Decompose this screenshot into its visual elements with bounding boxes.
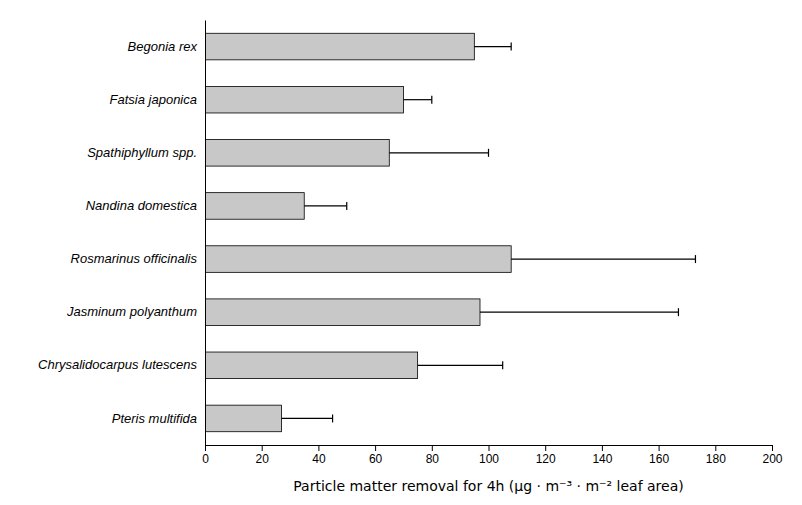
bar <box>205 86 403 113</box>
error-bar <box>480 308 678 316</box>
bar <box>205 33 474 60</box>
tick-label: 140 <box>592 452 612 466</box>
error-bar-line <box>511 43 512 51</box>
category-label: Rosmarinus officinalis <box>71 251 198 266</box>
error-bar-line <box>332 414 333 422</box>
tick: 40 <box>312 445 326 466</box>
bar <box>205 193 304 220</box>
tick-label: 20 <box>256 452 270 466</box>
error-bar-line <box>282 418 333 419</box>
tick-mark <box>659 445 660 451</box>
axis-line <box>206 446 773 452</box>
tick: 60 <box>369 445 383 466</box>
tick-mark <box>489 445 490 451</box>
tick: 160 <box>649 445 669 466</box>
x-axis-title: Particle matter removal for 4h (μg · m⁻³… <box>293 478 683 494</box>
category-tick: Spathiphyllum spp. <box>87 145 205 160</box>
category-label: Jasminum polyanthum <box>66 304 197 319</box>
category-tick: Chrysalidocarpus lutescens <box>38 357 205 372</box>
tick-mark <box>375 445 376 451</box>
category-label: Pteris multifida <box>112 411 197 426</box>
error-bar-line <box>480 312 678 313</box>
tick-label: 100 <box>479 452 499 466</box>
tick-label: 120 <box>536 452 556 466</box>
category-label: Nandina domestica <box>86 198 197 213</box>
bar <box>205 140 389 167</box>
error-bar <box>282 414 333 422</box>
tick-label: 200 <box>762 452 782 466</box>
error-bar-line <box>304 205 347 206</box>
category-label: Spathiphyllum spp. <box>87 145 197 160</box>
value-axis: 0 20 40 60 80 100 120 140 160 180 200 <box>202 445 783 466</box>
category-tick: Pteris multifida <box>112 411 205 426</box>
category-tick: Nandina domestica <box>86 198 205 213</box>
tick-mark <box>602 445 603 451</box>
axis-line <box>205 21 206 446</box>
tick-mark <box>772 445 773 451</box>
category-tick: Jasminum polyanthum <box>66 304 205 319</box>
error-bar-line <box>502 361 503 369</box>
bar <box>205 352 418 379</box>
plot: 0 20 40 60 80 100 120 140 160 180 200 Begonia rex Fa… <box>38 21 783 466</box>
tick-label: 80 <box>426 452 440 466</box>
error-bar-line <box>403 99 431 100</box>
error-bar-line <box>695 255 696 263</box>
tick-label: 180 <box>706 452 726 466</box>
tick-mark <box>262 445 263 451</box>
category-axis: Begonia rex Fatsia japonica Spathiphyllum … <box>38 21 205 446</box>
tick: 80 <box>426 445 440 466</box>
tick: 120 <box>536 445 556 466</box>
tick: 20 <box>256 445 270 466</box>
error-bar-line <box>389 152 488 153</box>
error-bar <box>418 361 503 369</box>
category-label: Chrysalidocarpus lutescens <box>38 357 197 372</box>
error-bar <box>511 255 695 263</box>
error-bar-line <box>488 149 489 157</box>
bar <box>205 246 511 273</box>
error-bar-line <box>431 96 432 104</box>
tick-mark <box>205 445 206 451</box>
category-label: Begonia rex <box>128 39 198 54</box>
tick: 0 <box>202 445 209 466</box>
error-bar-line <box>511 258 695 259</box>
tick-label: 40 <box>312 452 326 466</box>
marks <box>205 33 695 431</box>
error-bar <box>474 43 511 51</box>
tick-label: 0 <box>202 452 209 466</box>
tick-label: 160 <box>649 452 669 466</box>
bar <box>205 405 282 432</box>
bar <box>205 299 480 326</box>
tick: 200 <box>762 445 782 466</box>
tick-mark <box>715 445 716 451</box>
error-bar <box>403 96 431 104</box>
error-bar-line <box>418 365 503 366</box>
error-bar <box>389 149 488 157</box>
tick-mark <box>545 445 546 451</box>
category-label: Fatsia japonica <box>110 92 197 107</box>
tick-label: 60 <box>369 452 383 466</box>
error-bar-line <box>474 46 511 47</box>
error-bar-line <box>678 308 679 316</box>
tick: 140 <box>592 445 612 466</box>
error-bar <box>304 202 347 210</box>
tick-mark <box>432 445 433 451</box>
error-bar-line <box>346 202 347 210</box>
category-tick: Fatsia japonica <box>110 92 205 107</box>
tick: 100 <box>479 445 499 466</box>
tick-mark <box>318 445 319 451</box>
category-tick: Begonia rex <box>128 39 205 54</box>
category-tick: Rosmarinus officinalis <box>71 251 205 266</box>
chart: 0 20 40 60 80 100 120 140 160 180 200 Begonia rex Fa… <box>0 0 802 505</box>
tick: 180 <box>706 445 726 466</box>
